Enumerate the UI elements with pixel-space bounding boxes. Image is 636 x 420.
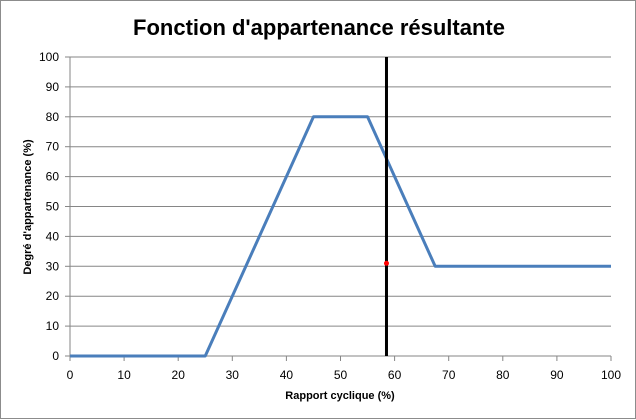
x-tick-label: 90 — [550, 368, 564, 382]
grid-lines — [70, 56, 611, 327]
series-line — [70, 115, 611, 358]
y-tick-label: 80 — [46, 110, 60, 124]
y-tick-label: 60 — [46, 170, 60, 184]
y-tick-label: 50 — [46, 200, 60, 214]
chart-title: Fonction d'appartenance résultante — [133, 15, 505, 40]
y-tick-label: 70 — [46, 140, 60, 154]
axes — [65, 56, 612, 361]
x-tick-label: 70 — [442, 368, 456, 382]
x-axis-label: Rapport cyclique (%) — [285, 390, 395, 402]
x-tick-label: 50 — [334, 368, 348, 382]
x-tick-label: 100 — [601, 368, 621, 382]
y-tick-labels: 0 10 20 30 40 50 60 70 80 90 100 — [39, 50, 59, 363]
y-tick-label: 30 — [46, 259, 60, 273]
x-tick-label: 0 — [67, 368, 74, 382]
x-tick-label: 30 — [226, 368, 240, 382]
y-tick-label: 90 — [46, 80, 60, 94]
x-tick-label: 10 — [117, 368, 131, 382]
y-tick-label: 10 — [46, 319, 60, 333]
y-tick-label: 40 — [46, 229, 60, 243]
x-tick-label: 60 — [388, 368, 402, 382]
x-tick-label: 80 — [496, 368, 510, 382]
y-axis-label: Degré d'appartenance (%) — [22, 139, 34, 275]
intersection-marker — [383, 260, 389, 266]
x-tick-label: 40 — [280, 368, 294, 382]
y-tick-label: 100 — [39, 50, 59, 64]
y-tick-label: 20 — [46, 289, 60, 303]
x-tick-label: 20 — [172, 368, 186, 382]
x-tick-labels: 0 10 20 30 40 50 60 70 80 90 100 — [67, 368, 622, 382]
y-tick-label: 0 — [52, 349, 59, 363]
